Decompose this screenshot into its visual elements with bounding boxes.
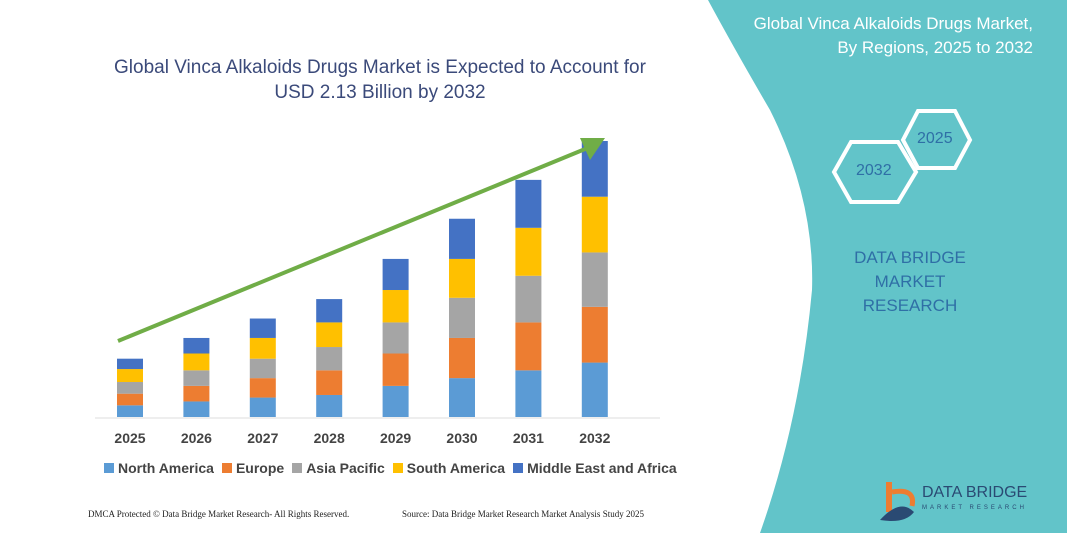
legend-label: Europe — [235, 460, 285, 476]
side-panel-background — [708, 0, 1067, 533]
x-tick-label: 2029 — [380, 430, 411, 446]
logo-name: DATA BRIDGE — [922, 484, 1028, 501]
hex-label-2025: 2025 — [917, 130, 953, 147]
bar-segment-2030-middle-east-and-africa — [449, 218, 475, 259]
side-title-line2: By Regions, 2025 to 2032 — [837, 38, 1033, 57]
bar-segment-2029-asia-pacific — [382, 322, 409, 354]
bar-segment-2030-north-america — [449, 378, 475, 417]
bar-segment-2028-north-america — [316, 394, 343, 417]
bar-segment-2028-south-america — [316, 322, 343, 348]
trend-arrow — [117, 145, 591, 343]
bar-segment-2031-south-america — [515, 227, 542, 276]
bar-segment-2032-asia-pacific — [581, 252, 608, 307]
bar-segment-2030-asia-pacific — [449, 297, 475, 338]
side-panel-title: Global Vinca Alkaloids Drugs Market, By R… — [693, 12, 1033, 60]
legend-label: South America — [406, 460, 506, 476]
bar-segment-2028-middle-east-and-africa — [316, 299, 343, 323]
logo-icon — [880, 482, 916, 521]
legend-item: Asia Pacific — [292, 460, 385, 476]
legend-item: South America — [392, 460, 506, 476]
legend-swatch — [392, 463, 403, 473]
bar-segment-2031-middle-east-and-africa — [515, 179, 542, 228]
bar-segment-2032-south-america — [581, 196, 608, 253]
bar-segment-2025-south-america — [117, 369, 143, 383]
bar-segment-2025-middle-east-and-africa — [117, 358, 143, 370]
bar-segment-2026-north-america — [183, 401, 210, 417]
bar-segment-2025-north-america — [117, 405, 143, 417]
bar-segment-2027-south-america — [249, 337, 276, 359]
bar-segment-2029-north-america — [382, 385, 409, 417]
bar-segment-2030-south-america — [449, 258, 475, 298]
bar-segment-2027-middle-east-and-africa — [249, 318, 276, 338]
bar-segment-2032-north-america — [581, 362, 608, 417]
bar-segment-2029-middle-east-and-africa — [382, 258, 409, 291]
x-tick-label: 2032 — [579, 430, 610, 446]
bar-segment-2027-north-america — [249, 397, 276, 417]
legend-label: North America — [118, 460, 214, 476]
x-tick-label: 2030 — [446, 430, 477, 446]
hexagon-2025 — [900, 109, 973, 170]
x-tick-label: 2027 — [247, 430, 278, 446]
bar-segment-2028-europe — [316, 370, 343, 395]
bar-segment-2031-north-america — [515, 370, 542, 417]
bar-segment-2025-europe — [117, 393, 143, 406]
legend-item: Europe — [221, 460, 285, 476]
x-tick-label: 2025 — [114, 430, 145, 446]
bar-segment-2028-asia-pacific — [316, 347, 343, 371]
legend: North America Europe Asia Pacific South Ame… — [104, 460, 677, 476]
x-tick-label: 2031 — [513, 430, 544, 446]
bar-segment-2031-europe — [515, 322, 542, 371]
bar-segment-2032-europe — [581, 306, 608, 363]
hexagon-2032 — [831, 140, 919, 204]
legend-label: Asia Pacific — [306, 460, 385, 476]
bar-segment-2029-europe — [382, 353, 409, 386]
hex-label-2032: 2032 — [856, 162, 892, 179]
legend-swatch — [221, 463, 232, 473]
x-tick-label: 2028 — [314, 430, 345, 446]
brand-line2: RESEARCH — [862, 296, 958, 315]
legend-swatch — [513, 463, 524, 473]
legend-label: Middle East and Africa — [527, 460, 677, 476]
bar-segment-2026-asia-pacific — [183, 370, 210, 386]
legend-item: North America — [104, 460, 214, 476]
bar-segment-2026-south-america — [183, 353, 210, 371]
trend-arrowhead — [580, 138, 605, 160]
bar-segment-2030-europe — [449, 337, 475, 379]
bar-segment-2025-asia-pacific — [117, 382, 143, 394]
side-title-line1: Global Vinca Alkaloids Drugs Market, — [753, 14, 1033, 33]
bar-segment-2026-europe — [183, 385, 210, 402]
bar-segment-2029-south-america — [382, 290, 409, 323]
logo-subtitle: MARKET RESEARCH — [922, 505, 1027, 511]
bar-segment-2026-middle-east-and-africa — [183, 337, 210, 354]
legend-swatch — [104, 463, 114, 473]
legend-swatch — [292, 463, 303, 473]
bar-segment-2031-asia-pacific — [515, 275, 542, 323]
brand-text: DATA BRIDGE MARKET RESEARCH — [820, 246, 1000, 318]
bar-segment-2027-europe — [249, 378, 276, 398]
source-note: Source: Data Bridge Market Research Mark… — [402, 509, 644, 519]
brand-line1: DATA BRIDGE MARKET — [854, 248, 966, 291]
chart-title: Global Vinca Alkaloids Drugs Market is E… — [114, 57, 646, 103]
legend-item: Middle East and Africa — [513, 460, 677, 476]
bar-segment-2027-asia-pacific — [249, 358, 276, 379]
x-tick-label: 2026 — [181, 430, 212, 446]
dmca-notice: DMCA Protected © Data Bridge Market Rese… — [88, 509, 350, 519]
